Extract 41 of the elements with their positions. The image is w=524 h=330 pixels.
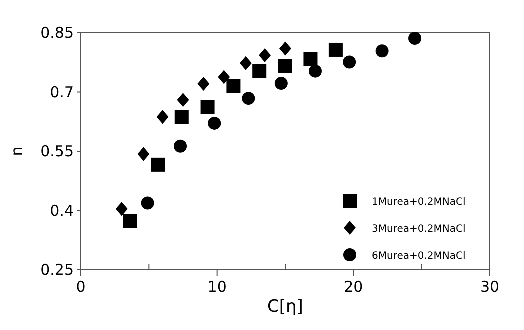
point [242,92,256,106]
point [226,79,241,94]
legend-label: 3Murea+0.2MNaCl [372,224,466,235]
point [208,116,222,130]
point [174,140,188,153]
x-axis-title: C[η] [268,297,304,317]
x-tick-label: 20 [344,278,364,296]
point [156,110,169,124]
x-tick-label: 10 [208,278,227,296]
x-tick-label: 30 [480,278,500,296]
legend-label: 6Murea+0.2MNaCl [372,251,466,262]
legend-label: 1Murea+0.2MNaCl [372,197,466,208]
point [252,64,267,78]
point [343,56,356,69]
point [308,64,322,78]
point [198,76,210,91]
y-tick-label: 0.4 [50,202,74,220]
x-tick-label: 0 [76,278,86,296]
point [116,202,128,216]
point [141,196,154,210]
point [328,42,343,57]
point [408,32,422,46]
point [240,56,252,70]
y-tick-label: 0.85 [40,24,74,42]
point [280,42,292,56]
point [274,77,288,90]
point [218,70,230,84]
point [174,110,189,124]
point [138,147,150,162]
point [304,52,318,66]
point [177,93,190,108]
point [151,158,166,172]
y-axis-title: n [8,146,26,156]
y-tick-label: 0.25 [40,261,74,279]
point [278,59,292,74]
point [259,48,272,63]
point [200,100,215,114]
y-tick-label: 0.55 [40,142,74,160]
point [123,214,138,228]
y-tick-label: 0.7 [50,83,74,102]
point [376,44,389,58]
